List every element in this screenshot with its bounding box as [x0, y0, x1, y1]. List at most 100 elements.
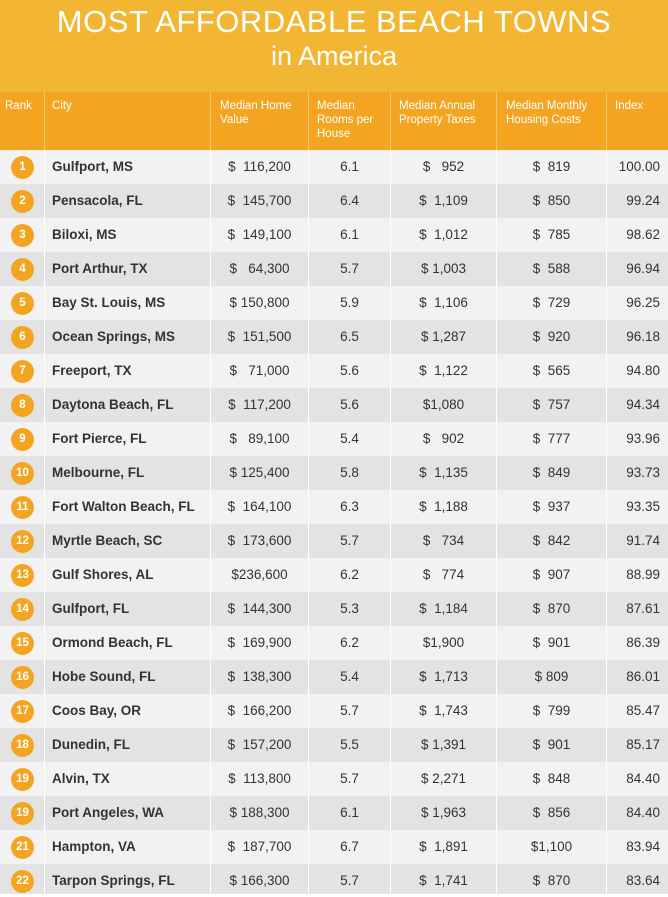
home-value-cell: $ 113,800 [211, 762, 309, 796]
rank-cell: 15 [0, 626, 45, 660]
index-cell: 86.01 [626, 669, 660, 684]
rank-badge: 1 [11, 156, 34, 179]
index-cell: 88.99 [626, 567, 660, 582]
table-row: 16 Hobe Sound, FL $ 138,300 5.4 $ 1,713 $ 809… [0, 660, 668, 694]
column-header-1: City [45, 92, 211, 150]
housing-cell: $ 850 [497, 184, 607, 218]
housing-cell: $ 729 [497, 286, 607, 320]
home-value-cell: $ 125,400 [211, 456, 309, 490]
home-value-cell: $ 187,700 [211, 830, 309, 864]
taxes-cell: $1,900 [391, 626, 497, 660]
city-cell: Pensacola, FL [45, 184, 211, 218]
index-cell: 91.74 [626, 533, 660, 548]
home-value-cell: $ 150,800 [211, 286, 309, 320]
rank-cell: 8 [0, 388, 45, 422]
table-row: 19 Alvin, TX $ 113,800 5.7 $ 2,271 $ 848 84.40 [0, 762, 668, 796]
table-row: 3 Biloxi, MS $ 149,100 6.1 $ 1,012 $ 785 98.62 [0, 218, 668, 252]
rank-badge: 11 [11, 496, 34, 519]
index-cell: 83.94 [626, 839, 660, 854]
rank-badge: 15 [11, 632, 34, 655]
rooms-cell: 6.4 [309, 184, 391, 218]
rank-badge: 2 [11, 190, 34, 213]
city-cell: Melbourne, FL [45, 456, 211, 490]
index-cell: 96.94 [626, 261, 660, 276]
column-header-0: Rank [0, 92, 45, 150]
city-cell: Coos Bay, OR [45, 694, 211, 728]
rooms-cell: 5.7 [309, 694, 391, 728]
housing-cell: $ 842 [497, 524, 607, 558]
home-value-cell: $ 144,300 [211, 592, 309, 626]
column-header-4: Median Annual Property Taxes [391, 92, 497, 150]
table-row: 5 Bay St. Louis, MS $ 150,800 5.9 $ 1,106 $ 7… [0, 286, 668, 320]
city-cell: Gulfport, FL [45, 592, 211, 626]
index-cell: 100.00 [618, 159, 660, 174]
city-cell: Hampton, VA [45, 830, 211, 864]
rooms-cell: 5.8 [309, 456, 391, 490]
rank-badge: 3 [11, 224, 34, 247]
table-row: 10 Melbourne, FL $ 125,400 5.8 $ 1,135 $ 849 9… [0, 456, 668, 490]
home-value-cell: $ 71,000 [211, 354, 309, 388]
rank-cell: 21 [0, 830, 45, 864]
home-value-cell: $ 173,600 [211, 524, 309, 558]
rooms-cell: 6.5 [309, 320, 391, 354]
home-value-cell: $ 188,300 [211, 796, 309, 830]
housing-cell: $ 920 [497, 320, 607, 354]
table-row: 22 Tarpon Springs, FL $ 166,300 5.7 $ 1,741 $… [0, 864, 668, 897]
rooms-cell: 5.7 [309, 762, 391, 796]
table-row: 18 Dunedin, FL $ 157,200 5.5 $ 1,391 $ 901 85.… [0, 728, 668, 762]
bottom-divider [0, 894, 668, 897]
housing-cell: $ 849 [497, 456, 607, 490]
housing-cell: $ 856 [497, 796, 607, 830]
rank-badge: 17 [11, 700, 34, 723]
taxes-cell: $ 1,106 [391, 286, 497, 320]
index-cell: 84.40 [626, 805, 660, 820]
rank-cell: 19 [0, 762, 45, 796]
home-value-cell: $ 169,900 [211, 626, 309, 660]
rank-badge: 13 [11, 564, 34, 587]
city-cell: Port Arthur, TX [45, 252, 211, 286]
index-cell: 84.40 [626, 771, 660, 786]
home-value-cell: $ 64,300 [211, 252, 309, 286]
rank-badge: 19 [11, 768, 34, 791]
home-value-cell: $ 149,100 [211, 218, 309, 252]
rank-cell: 3 [0, 218, 45, 252]
rank-cell: 6 [0, 320, 45, 354]
index-cell: 85.47 [626, 703, 660, 718]
rank-badge: 12 [11, 530, 34, 553]
taxes-cell: $ 1,003 [391, 252, 497, 286]
rank-badge: 22 [11, 870, 34, 893]
rooms-cell: 6.1 [309, 218, 391, 252]
index-cell: 93.96 [626, 431, 660, 446]
housing-cell: $ 901 [497, 728, 607, 762]
taxes-cell: $ 1,122 [391, 354, 497, 388]
city-cell: Ocean Springs, MS [45, 320, 211, 354]
city-cell: Fort Walton Beach, FL [45, 490, 211, 524]
city-cell: Biloxi, MS [45, 218, 211, 252]
home-value-cell: $ 145,700 [211, 184, 309, 218]
rank-cell: 2 [0, 184, 45, 218]
housing-cell: $ 870 [497, 592, 607, 626]
rooms-cell: 5.6 [309, 354, 391, 388]
city-cell: Gulf Shores, AL [45, 558, 211, 592]
housing-cell: $ 937 [497, 490, 607, 524]
taxes-cell: $ 1,741 [391, 864, 497, 897]
city-cell: Tarpon Springs, FL [45, 864, 211, 897]
table-row: 8 Daytona Beach, FL $ 117,200 5.6 $1,080 $ 75… [0, 388, 668, 422]
home-value-cell: $ 166,300 [211, 864, 309, 897]
column-header-5: Median Monthly Housing Costs [497, 92, 607, 150]
rank-badge: 10 [11, 462, 34, 485]
taxes-cell: $ 902 [391, 422, 497, 456]
housing-cell: $ 809 [497, 660, 607, 694]
table-row: 1 Gulfport, MS $ 116,200 6.1 $ 952 $ 819 100.0… [0, 150, 668, 184]
rooms-cell: 5.3 [309, 592, 391, 626]
home-value-cell: $ 138,300 [211, 660, 309, 694]
rank-cell: 14 [0, 592, 45, 626]
taxes-cell: $1,080 [391, 388, 497, 422]
table-row: 13 Gulf Shores, AL $236,600 6.2 $ 774 $ 907 88… [0, 558, 668, 592]
home-value-cell: $ 151,500 [211, 320, 309, 354]
city-cell: Daytona Beach, FL [45, 388, 211, 422]
index-cell: 83.64 [626, 873, 660, 888]
page-title: MOST AFFORDABLE BEACH TOWNS [56, 4, 612, 39]
housing-cell: $ 785 [497, 218, 607, 252]
rooms-cell: 6.2 [309, 626, 391, 660]
